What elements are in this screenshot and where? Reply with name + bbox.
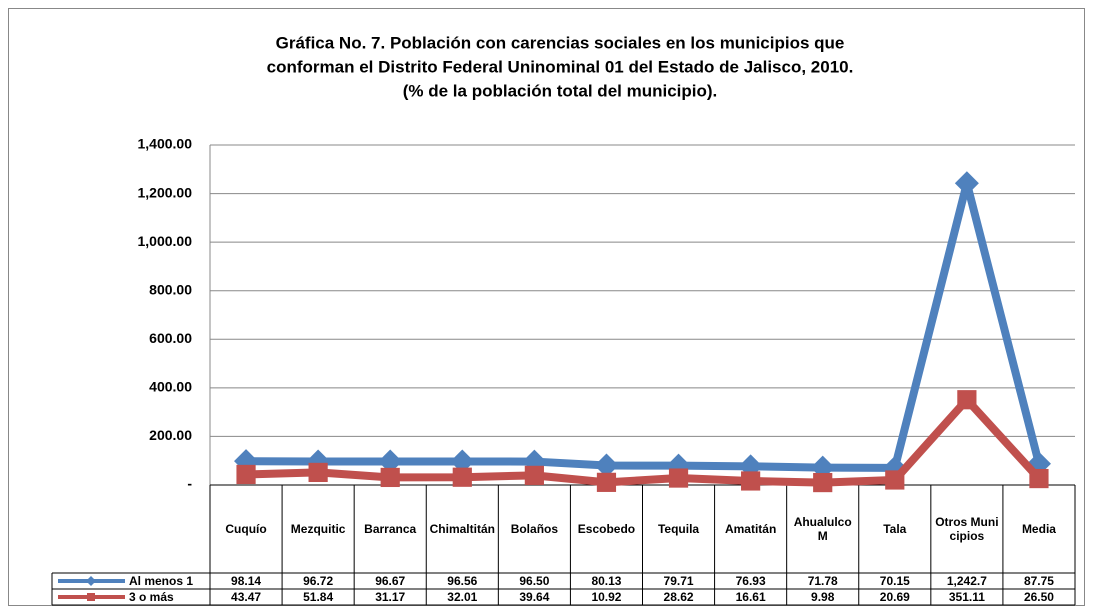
- marker: [954, 171, 979, 196]
- table-value: 98.14: [231, 574, 261, 588]
- y-tick-label: 400.00: [149, 379, 192, 395]
- table-value: 96.56: [447, 574, 477, 588]
- x-tick-label-box: Cuquío: [225, 522, 267, 536]
- table-value: 96.72: [303, 574, 333, 588]
- table-value: 43.47: [231, 590, 261, 604]
- x-tick-label: Cuquío: [225, 522, 267, 536]
- x-tick-label: Mezquitic: [290, 522, 346, 536]
- legend-label: 3 o más: [129, 590, 174, 604]
- x-tick-label: Amatitán: [724, 522, 777, 536]
- marker: [668, 468, 689, 488]
- x-tick-label-box: Ahualulco M: [793, 515, 852, 543]
- table-value: 70.15: [880, 574, 910, 588]
- chart-title: conforman el Distrito Federal Uninominal…: [267, 57, 854, 76]
- marker: [450, 449, 475, 474]
- x-tick-label-box: Escobedo: [577, 522, 636, 536]
- marker: [594, 453, 619, 478]
- series-line: [246, 179, 1043, 472]
- marker: [308, 462, 328, 483]
- legend-label: Al menos 1: [129, 574, 193, 588]
- x-tick-label: Barranca: [364, 522, 417, 536]
- chart-title: Gráfica No. 7. Población con carencias s…: [276, 33, 845, 52]
- x-tick-label: Bolaños: [510, 522, 559, 536]
- legend-marker: [87, 593, 95, 601]
- table-value: 51.84: [303, 590, 333, 604]
- table-value: 351.11: [949, 590, 985, 604]
- marker: [741, 471, 761, 491]
- y-tick-label: 1,400.00: [138, 136, 193, 152]
- x-tick-label-box: Mezquitic: [290, 522, 346, 536]
- table-value: 71.78: [808, 574, 838, 588]
- table-value: 79.71: [664, 574, 694, 588]
- y-tick-label: 1,200.00: [138, 184, 193, 200]
- table-value: 31.17: [375, 590, 405, 604]
- x-tick-label: Ahualulco M: [793, 515, 852, 543]
- marker: [524, 465, 544, 485]
- x-tick-label: Tequila: [657, 522, 700, 536]
- marker: [452, 467, 472, 487]
- x-tick-label-box: Otros Municipios: [935, 515, 999, 543]
- table-value: 16.61: [736, 590, 766, 604]
- x-tick-label-box: Barranca: [364, 522, 417, 536]
- table-value: 20.69: [880, 590, 910, 604]
- chart-title: (% de la población total del municipio).: [403, 81, 718, 100]
- table-value: 26.50: [1024, 590, 1054, 604]
- y-tick-label: 600.00: [149, 330, 192, 346]
- table-value: 9.98: [811, 590, 835, 604]
- y-tick-label: 800.00: [149, 281, 192, 297]
- y-tick-label: 1,000.00: [138, 233, 193, 249]
- x-tick-label-box: Amatitán: [724, 522, 777, 536]
- table-value: 10.92: [591, 590, 621, 604]
- series-line: [245, 395, 1042, 487]
- legend-marker: [86, 576, 96, 586]
- x-tick-label: Media: [1021, 522, 1056, 536]
- marker: [885, 470, 905, 490]
- table-value: 1,242.7: [947, 574, 987, 588]
- table-value: 80.13: [591, 574, 621, 588]
- marker: [380, 467, 400, 488]
- x-tick-label-box: Bolaños: [510, 522, 559, 536]
- x-tick-label: Escobedo: [577, 522, 636, 536]
- marker: [813, 472, 833, 493]
- x-tick-label: Chimaltitán: [429, 522, 495, 536]
- x-tick-label-box: Chimaltitán: [429, 522, 495, 536]
- x-tick-label-box: Tequila: [657, 522, 700, 536]
- marker: [378, 449, 403, 474]
- table-value: 96.50: [519, 574, 549, 588]
- chart-border: [8, 8, 1085, 606]
- marker: [596, 472, 617, 492]
- x-tick-label: Otros Municipios: [935, 515, 999, 543]
- x-tick-label-box: Tala: [883, 522, 907, 536]
- table-value: 28.62: [664, 590, 694, 604]
- x-tick-label: Tala: [883, 522, 907, 536]
- marker: [236, 464, 256, 485]
- marker: [1029, 468, 1049, 489]
- table-value: 32.01: [447, 590, 477, 604]
- y-tick-label: 200.00: [149, 427, 192, 443]
- table-value: 39.64: [519, 590, 549, 604]
- table-value: 96.67: [375, 574, 405, 588]
- table-value: 76.93: [736, 574, 766, 588]
- table-value: 87.75: [1024, 574, 1054, 588]
- marker: [957, 390, 977, 410]
- y-tick-label: -: [187, 476, 192, 492]
- x-tick-label-box: Media: [1021, 522, 1056, 536]
